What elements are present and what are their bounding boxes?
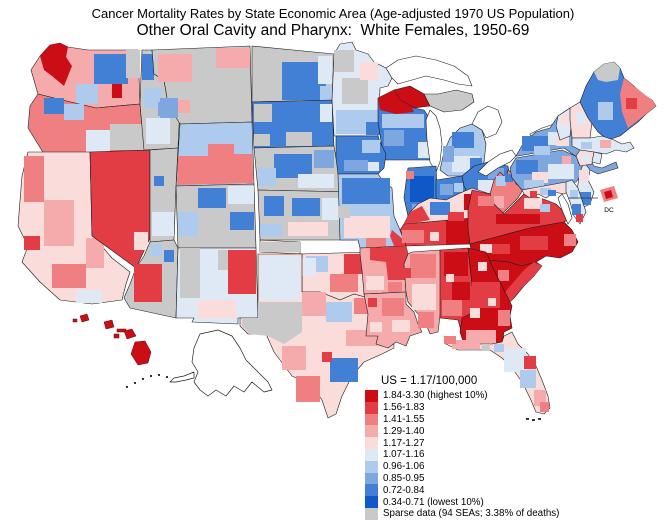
legend-row: 1.84-3.30 (highest 10%)	[365, 390, 559, 402]
state-oklahoma	[259, 239, 377, 301]
legend-range-label: 1.41-1.55	[383, 413, 425, 425]
legend-row: 0.34-0.71 (lowest 10%)	[365, 496, 559, 508]
state-connecticut	[575, 149, 595, 167]
florida-keys	[526, 418, 541, 421]
legend-row: 0.85-0.95	[365, 472, 559, 485]
legend-range-label: Sparse data (94 SEAs; 3.38% of deaths)	[383, 508, 560, 520]
state-arkansas	[359, 245, 409, 295]
chesapeake-bay	[557, 193, 573, 225]
legend-swatch	[365, 413, 378, 426]
state-colorado	[175, 183, 257, 249]
state-pennsylvania	[509, 149, 585, 191]
state-missouri	[337, 173, 407, 249]
legend-range-label: 1.29-1.40	[383, 425, 425, 437]
lake-huron	[471, 105, 503, 139]
state-texas	[239, 253, 395, 419]
legend-range-label: 0.85-0.95	[383, 472, 425, 484]
legend-row: 1.41-1.55	[365, 413, 559, 426]
legend-range-label: 1.84-3.30 (highest 10%)	[383, 390, 488, 402]
figure-subtitle: Other Oral Cavity and Pharynx: White Fem…	[136, 22, 530, 39]
state-north-dakota	[251, 45, 335, 103]
legend-swatch	[365, 484, 378, 497]
legend-swatch	[365, 401, 378, 414]
state-michigan-upper-peninsula	[393, 85, 475, 113]
lake-michigan	[425, 109, 443, 173]
legend-swatch	[365, 472, 378, 485]
state-washington	[30, 42, 141, 109]
state-rhode-island	[591, 151, 603, 165]
legend-row: 1.29-1.40	[365, 425, 559, 438]
state-iowa	[335, 135, 387, 175]
state-nebraska	[253, 145, 355, 193]
state-california	[17, 151, 131, 305]
state-michigan-lower	[439, 123, 487, 177]
state-south-dakota	[251, 99, 335, 149]
legend-range-label: 1.17-1.27	[383, 437, 425, 449]
legend-swatch	[365, 507, 378, 520]
legend-swatch	[365, 496, 378, 508]
legend-row: 0.72-0.84	[365, 484, 559, 497]
state-alaska	[126, 329, 273, 397]
state-florida	[443, 331, 551, 415]
state-maine	[579, 61, 657, 141]
legend-swatch	[365, 437, 378, 449]
state-montana	[151, 45, 253, 125]
legend-swatch	[365, 390, 378, 402]
legend-row: 1.56-1.83	[365, 401, 559, 414]
state-louisiana	[363, 291, 423, 349]
state-hawaii-islands	[72, 313, 152, 366]
legend-swatch	[365, 448, 378, 461]
legend-swatch	[365, 425, 378, 438]
legend-row: 1.17-1.27	[365, 437, 559, 449]
state-alabama	[439, 247, 479, 335]
legend-row: 1.07-1.16	[365, 448, 559, 461]
state-wyoming	[175, 121, 255, 187]
state-new-mexico	[175, 247, 259, 325]
legend-range-label: 1.56-1.83	[383, 402, 425, 414]
state-minnesota	[331, 41, 393, 137]
legend-range-label: 0.96-1.06	[383, 461, 425, 473]
state-north-carolina	[469, 221, 579, 267]
legend-range-label: 0.72-0.84	[383, 484, 425, 496]
dc-label: DC	[604, 207, 614, 214]
legend-range-label: 0.34-0.71 (lowest 10%)	[383, 496, 484, 508]
legend-range-label: 1.07-1.16	[383, 449, 425, 461]
delmarva-peninsula	[565, 179, 587, 225]
dc-callout: DC	[568, 186, 618, 214]
figure-title: Cancer Mortality Rates by State Economic…	[91, 6, 575, 21]
state-utah	[149, 147, 179, 243]
legend-row: 0.96-1.06	[365, 460, 559, 473]
state-mississippi	[403, 249, 443, 335]
legend: US = 1.17/100,000 1.84-3.30 (highest 10%…	[365, 375, 559, 520]
legend-row: Sparse data (94 SEAs; 3.38% of deaths)	[365, 507, 560, 520]
state-arizona	[123, 239, 179, 319]
state-kansas	[257, 189, 357, 241]
state-oregon	[27, 93, 145, 155]
state-nevada	[89, 149, 151, 269]
legend-swatch	[365, 460, 378, 473]
legend-rows: 1.84-3.30 (highest 10%) 1.56-1.83 1.41-1.5…	[365, 390, 559, 520]
state-wisconsin	[377, 89, 435, 161]
state-virginia	[467, 189, 569, 245]
lake-superior	[385, 55, 473, 87]
state-vermont	[555, 107, 573, 141]
legend-us-rate: US = 1.17/100,000	[381, 375, 478, 387]
